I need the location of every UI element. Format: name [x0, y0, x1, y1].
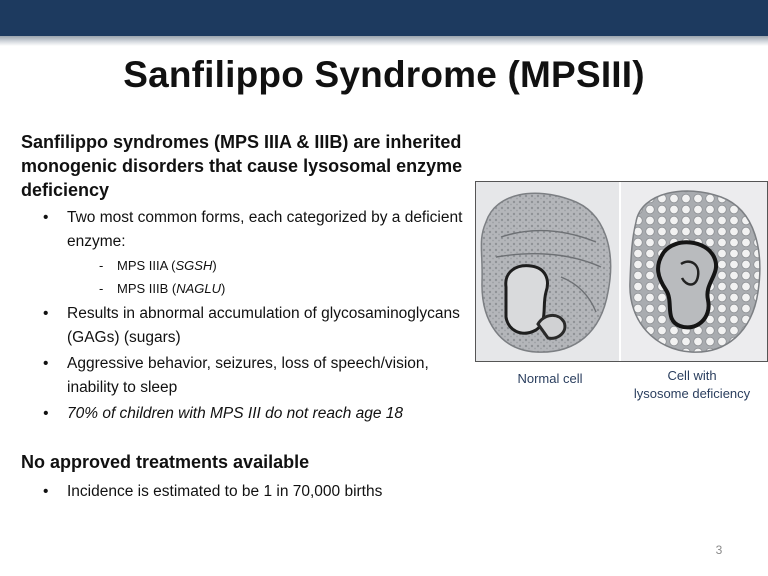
bullet-incidence: Incidence is estimated to be 1 in 70,000… — [21, 480, 481, 504]
deficient-cell-image — [621, 182, 767, 361]
cell-micrograph-image — [475, 181, 768, 362]
bullet-forms: Two most common forms, each categorized … — [21, 206, 481, 254]
gene-sgsh: SGSH — [175, 258, 213, 273]
subtype-mps-iiia: MPS IIIA (SGSH) — [21, 254, 481, 277]
header-bar — [0, 0, 768, 36]
bullet-list: Two most common forms, each categorized … — [21, 206, 481, 426]
caption-normal-cell: Normal cell — [517, 371, 583, 386]
treatment-list: Incidence is estimated to be 1 in 70,000… — [21, 480, 481, 504]
page-number: 3 — [715, 543, 723, 557]
header-divider — [0, 36, 768, 46]
treatment-heading: No approved treatments available — [21, 452, 310, 472]
bullet-accumulation: Results in abnormal accumulation of glyc… — [21, 302, 481, 350]
normal-cell-image — [476, 182, 620, 361]
slide-body: Sanfilippo syndromes (MPS IIIA & IIIB) a… — [21, 130, 481, 504]
bullet-survival: 70% of children with MPS III do not reac… — [21, 402, 481, 426]
intro-heading: Sanfilippo syndromes (MPS IIIA & IIIB) a… — [21, 132, 463, 200]
bullet-symptoms: Aggressive behavior, seizures, loss of s… — [21, 352, 481, 400]
slide-title: Sanfilippo Syndrome (MPSIII) — [123, 54, 645, 95]
subtype-mps-iiib: MPS IIIB (NAGLU) — [21, 277, 481, 300]
gene-naglu: NAGLU — [176, 281, 222, 296]
caption-deficient-cell: Cell with lysosome deficiency — [633, 368, 751, 401]
